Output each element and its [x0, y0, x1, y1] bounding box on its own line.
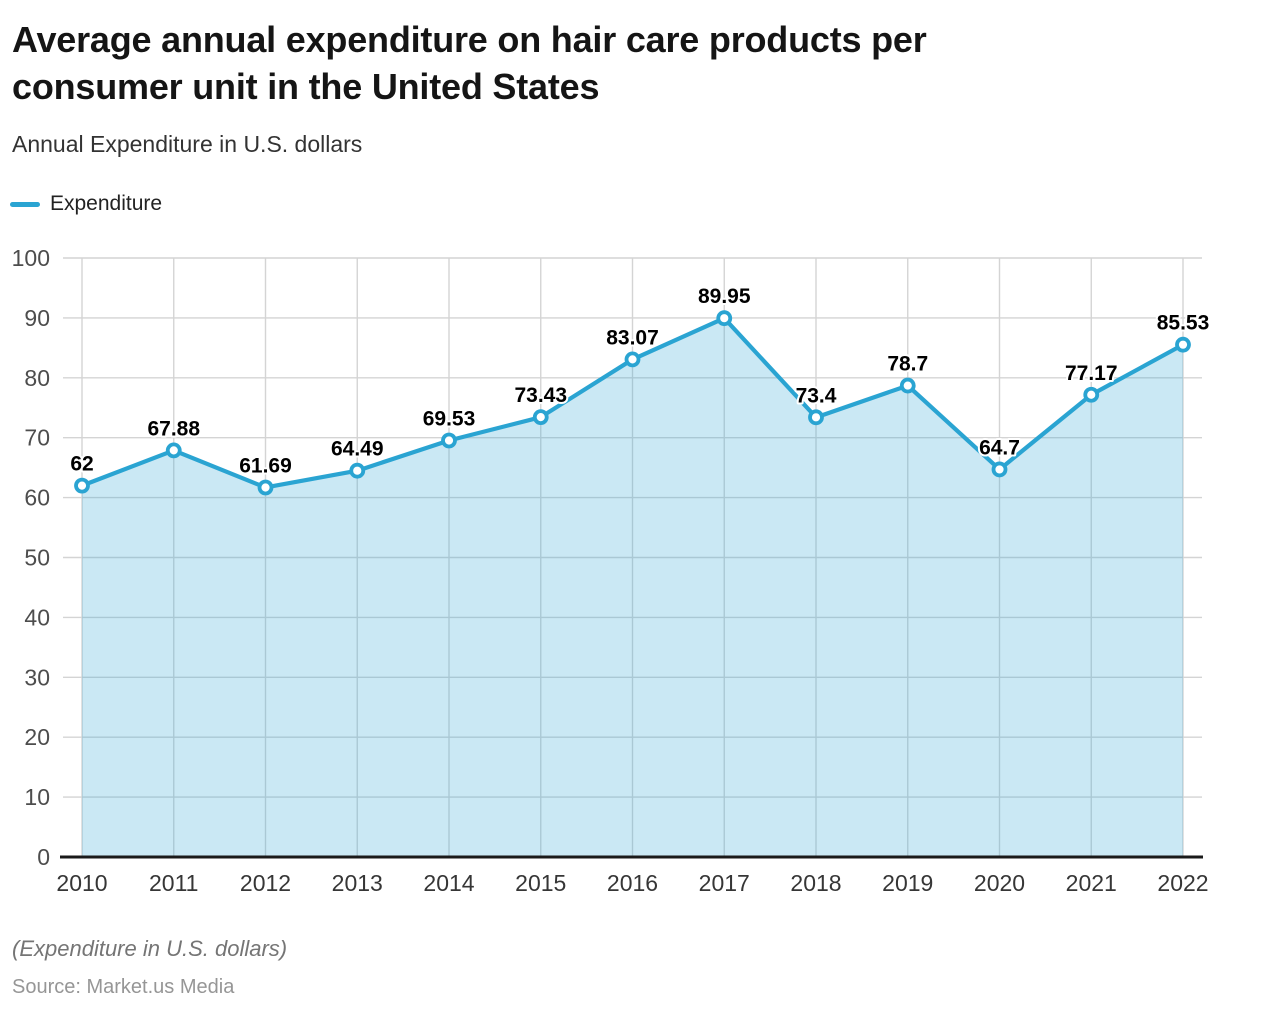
data-point-marker: [441, 432, 457, 449]
y-axis-tick-label: 90: [24, 305, 50, 331]
x-axis-tick-label: 2021: [1066, 870, 1117, 896]
x-axis-tick-label: 2019: [882, 870, 933, 896]
data-point-marker: [1175, 336, 1191, 353]
area-fill: [82, 318, 1183, 858]
data-point-marker: [532, 409, 549, 426]
data-point-label: 83.07: [606, 326, 659, 349]
x-axis-tick-label: 2016: [607, 870, 658, 896]
data-point-label: 62: [70, 453, 93, 476]
data-point-marker: [349, 462, 366, 479]
y-axis-tick-label: 0: [37, 844, 50, 870]
y-axis-tick-label: 20: [24, 724, 50, 750]
y-axis-tick-label: 10: [24, 784, 50, 810]
x-axis-tick-label: 2012: [240, 870, 291, 896]
legend-series-label: Expenditure: [50, 192, 163, 215]
y-axis-tick-label: 100: [12, 245, 50, 271]
source-credit: Source: Market.us Media: [12, 976, 235, 998]
x-axis-tick-label: 2010: [56, 870, 107, 896]
data-point-label: 64.49: [331, 438, 384, 461]
data-point-marker: [808, 409, 824, 426]
data-point-label: 69.53: [423, 408, 476, 431]
y-axis-tick-label: 60: [24, 485, 50, 511]
data-point-marker: [991, 461, 1008, 478]
data-point-marker: [74, 477, 90, 494]
x-axis-tick-label: 2014: [423, 870, 474, 896]
y-axis-tick-label: 40: [24, 604, 50, 630]
x-axis-tick-label: 2015: [515, 870, 566, 896]
data-point-label: 89.95: [698, 285, 751, 308]
y-axis-tick-label: 50: [24, 545, 50, 571]
chart-subtitle: Annual Expenditure in U.S. dollars: [12, 131, 363, 157]
data-point-label: 78.7: [887, 353, 928, 376]
data-point-label: 77.17: [1065, 362, 1118, 385]
y-axis-tick-label: 80: [24, 365, 50, 391]
footnote: (Expenditure in U.S. dollars): [12, 936, 288, 961]
data-point-label: 61.69: [239, 454, 292, 477]
legend-line-swatch-icon: [10, 201, 40, 207]
data-point-marker: [165, 442, 182, 459]
data-point-label: 67.88: [147, 417, 200, 440]
x-axis-tick-label: 2020: [974, 870, 1025, 896]
data-point-label: 64.7: [979, 436, 1020, 459]
x-axis-tick-label: 2013: [332, 870, 383, 896]
y-axis-tick-label: 70: [24, 425, 50, 451]
x-axis-tick-label: 2017: [699, 870, 750, 896]
chart-title: Average annual expenditure on hair care …: [12, 19, 927, 107]
y-axis-tick-label: 30: [24, 664, 50, 690]
x-axis-tick-label: 2022: [1157, 870, 1208, 896]
data-point-marker: [899, 377, 916, 394]
legend: Expenditure: [10, 192, 162, 216]
data-point-label: 85.53: [1157, 312, 1210, 335]
data-point-label: 73.4: [796, 384, 837, 407]
data-point-marker: [716, 310, 733, 327]
x-axis-tick-label: 2011: [149, 870, 198, 896]
data-point-marker: [1083, 386, 1100, 403]
data-point-marker: [257, 479, 274, 496]
x-axis-tick-label: 2018: [790, 870, 841, 896]
data-point-label: 73.43: [514, 384, 567, 407]
data-point-marker: [624, 351, 641, 368]
